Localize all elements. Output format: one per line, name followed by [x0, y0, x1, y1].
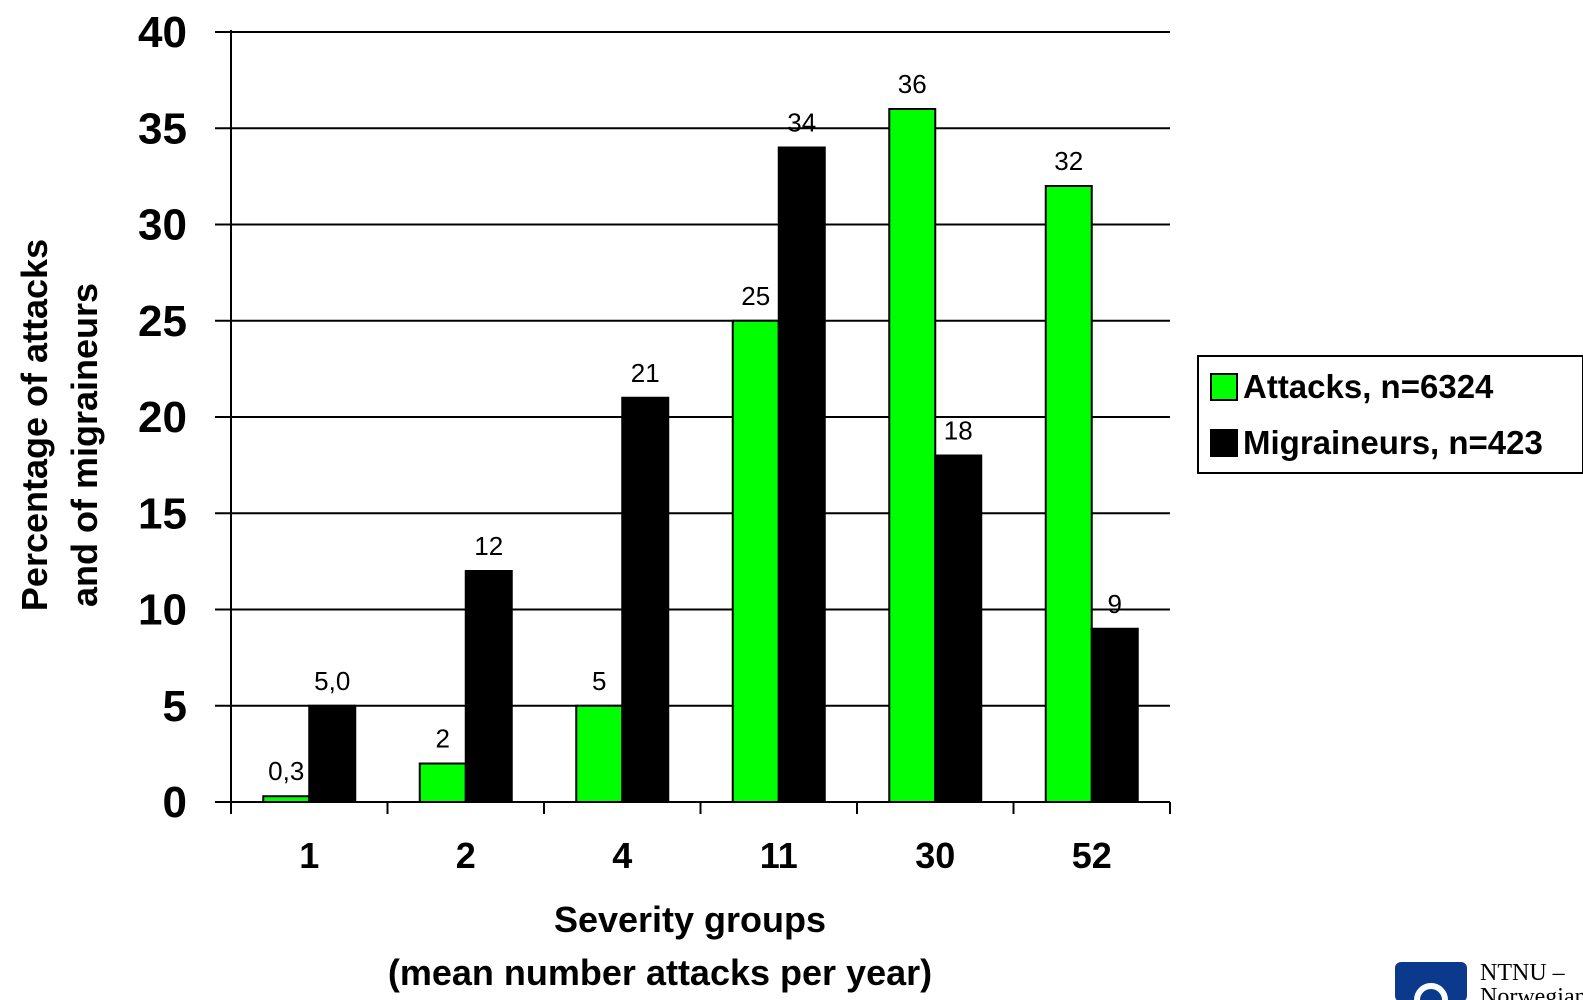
y-tick-label: 20 — [138, 393, 187, 442]
bar-migraineurs — [308, 704, 357, 803]
y-axis-title-line1: Percentage of attacks — [14, 239, 55, 611]
axes — [215, 30, 1171, 814]
data-label-attacks: 32 — [1054, 146, 1083, 176]
ntnu-logo: NTNU – Norwegian — [1395, 960, 1583, 1000]
bar-attacks — [1044, 185, 1093, 803]
y-tick-label: 15 — [138, 489, 187, 538]
data-label-attacks: 0,3 — [268, 756, 304, 786]
legend-label-attacks: Attacks, n=6324 — [1243, 368, 1494, 405]
gridlines — [231, 31, 1170, 707]
bars — [262, 108, 1139, 803]
bar-migraineurs — [464, 570, 513, 803]
bar-migraineurs — [777, 146, 826, 803]
data-label-attacks: 36 — [898, 69, 927, 99]
bar-attacks — [888, 108, 937, 803]
x-tick-labels: 1 2 4 11 30 52 — [299, 835, 1112, 876]
x-axis-title-line1: Severity groups — [554, 899, 826, 940]
x-tick-label: 30 — [915, 835, 955, 876]
data-label-migraineurs: 5,0 — [314, 666, 350, 696]
data-label-migraineurs: 34 — [787, 108, 816, 138]
x-tick-label: 11 — [760, 835, 798, 876]
y-tick-label: 35 — [138, 104, 187, 153]
y-tick-label: 5 — [163, 682, 187, 731]
legend-box — [1197, 355, 1583, 474]
legend-label-migraineurs: Migraineurs, n=423 — [1243, 424, 1543, 461]
data-label-migraineurs: 21 — [631, 358, 660, 388]
y-tick-labels: 0 5 10 15 20 25 30 35 40 — [138, 8, 187, 827]
y-tick-label: 25 — [138, 297, 187, 346]
data-label-migraineurs: 18 — [944, 416, 973, 446]
bar-attacks — [418, 762, 467, 803]
x-tick-label: 1 — [299, 835, 319, 876]
y-tick-label: 0 — [163, 778, 187, 827]
y-tick-label: 10 — [138, 586, 187, 635]
data-label-attacks: 25 — [741, 281, 770, 311]
data-label-attacks: 2 — [436, 724, 450, 754]
bar-migraineurs — [1090, 627, 1139, 803]
legend-swatch-migraineurs — [1210, 429, 1238, 457]
legend: Attacks, n=6324 Migraineurs, n=423 — [1197, 355, 1583, 474]
x-axis-title-line2: (mean number attacks per year) — [388, 952, 932, 993]
bar-attacks — [731, 319, 780, 803]
y-axis-title-line2: and of migraineurs — [64, 283, 105, 607]
data-label-migraineurs: 9 — [1108, 589, 1122, 619]
legend-swatch-attacks — [1210, 373, 1238, 401]
logo-mark — [1395, 962, 1467, 1000]
y-tick-label: 30 — [138, 201, 187, 250]
x-tick-label: 52 — [1072, 835, 1112, 876]
bar-migraineurs — [621, 396, 670, 803]
data-label-attacks: 5 — [592, 666, 606, 696]
logo-line2: Norwegian — [1480, 984, 1583, 1000]
bar-migraineurs — [934, 454, 983, 803]
bar-attacks — [575, 704, 624, 803]
y-tick-label: 40 — [138, 8, 187, 57]
x-tick-label: 4 — [612, 835, 632, 876]
logo-mark-inner — [1414, 983, 1448, 1000]
data-label-migraineurs: 12 — [474, 531, 503, 561]
x-tick-label: 2 — [456, 835, 476, 876]
logo-line1: NTNU – — [1480, 960, 1566, 986]
